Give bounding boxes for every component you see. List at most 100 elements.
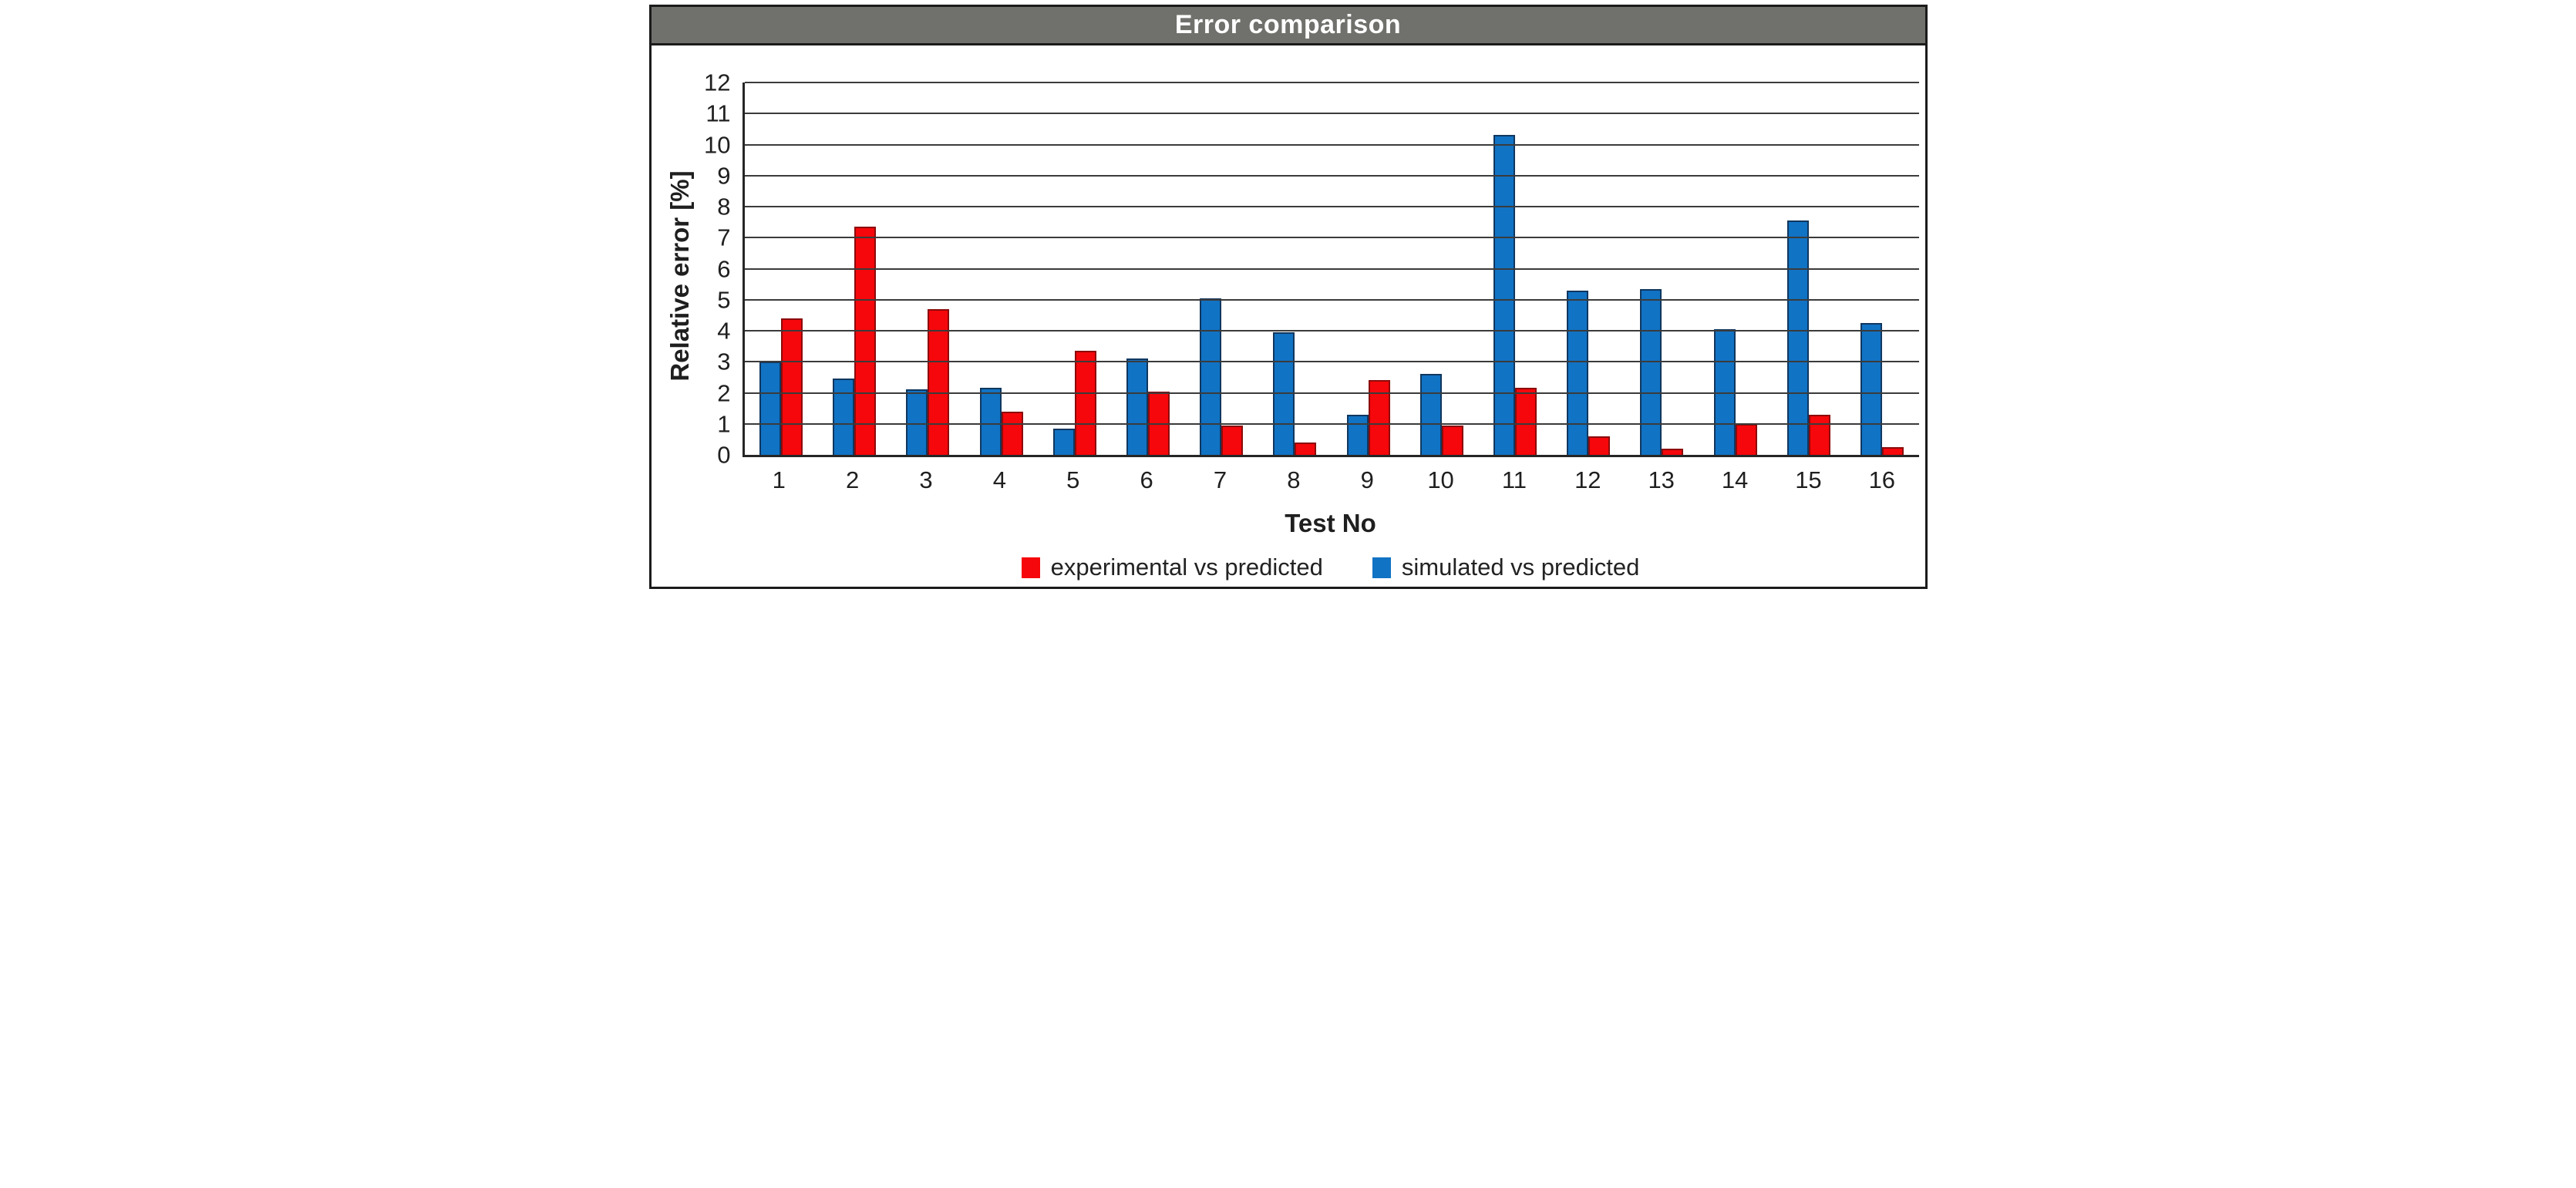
y-tick-label: 5 xyxy=(717,286,731,314)
bar-simulated xyxy=(833,379,855,455)
bar-simulated xyxy=(1419,374,1442,455)
bar-group xyxy=(1405,82,1478,455)
bar-group xyxy=(1111,82,1184,455)
bar-experimental xyxy=(854,227,877,455)
y-tick-label: 8 xyxy=(717,193,731,220)
y-tick-label: 12 xyxy=(704,69,731,96)
bar-experimental xyxy=(1148,391,1170,455)
bar-experimental xyxy=(1221,425,1244,455)
bar-simulated xyxy=(1786,220,1809,455)
x-axis-title: Test No xyxy=(1285,509,1376,537)
x-tick-label: 12 xyxy=(1574,466,1601,493)
bar-group xyxy=(1478,82,1551,455)
y-tick-label: 0 xyxy=(717,441,731,469)
gridline xyxy=(744,330,1919,332)
gridline xyxy=(744,361,1919,363)
gridline xyxy=(744,392,1919,394)
legend-label: simulated vs predicted xyxy=(1401,554,1640,581)
y-tick-label: 9 xyxy=(717,162,731,190)
bar-simulated xyxy=(1860,322,1882,455)
chart-title: Error comparison xyxy=(1174,10,1402,39)
plot-area xyxy=(742,82,1919,457)
y-tick-label: 1 xyxy=(717,410,731,438)
bar-simulated xyxy=(1567,290,1589,455)
bar-simulated xyxy=(1713,329,1736,455)
bar-group xyxy=(1038,82,1111,455)
bar-group xyxy=(1699,82,1772,455)
x-tick-label: 2 xyxy=(845,466,860,493)
y-tick-label: 10 xyxy=(704,131,731,158)
bar-simulated xyxy=(1640,288,1662,455)
bar-simulated xyxy=(1126,358,1149,455)
y-tick-label: 4 xyxy=(717,317,731,345)
x-tick-label: 3 xyxy=(919,466,933,493)
x-tick-label: 15 xyxy=(1795,466,1822,493)
bar-experimental xyxy=(781,318,803,455)
y-tick-label: 11 xyxy=(705,99,731,127)
x-tick-label: 13 xyxy=(1648,466,1675,493)
legend-swatch-icon xyxy=(1372,557,1391,578)
bar-simulated xyxy=(979,388,1002,455)
bar-group xyxy=(1845,82,1918,455)
gridline xyxy=(744,113,1919,115)
bar-simulated xyxy=(759,362,782,455)
x-tick-label: 10 xyxy=(1427,466,1454,493)
y-tick-label: 2 xyxy=(717,379,731,407)
bar-experimental xyxy=(1514,388,1537,455)
x-tick-label: 8 xyxy=(1287,466,1301,493)
x-tick-label: 9 xyxy=(1360,466,1374,493)
x-tick-label: 4 xyxy=(992,466,1006,493)
chart-legend: experimental vs predicted simulated vs pr… xyxy=(742,554,1919,581)
bar-experimental xyxy=(1662,448,1684,455)
x-axis-tick-labels: 1 2 3 4 5 6 7 8 9 10 11 12 13 14 15 16 xyxy=(742,466,1919,494)
bar-simulated xyxy=(1493,135,1515,455)
bar-group xyxy=(745,82,818,455)
gridline xyxy=(744,82,1919,83)
bar-experimental xyxy=(1808,414,1830,455)
bar-group xyxy=(818,82,891,455)
gridline xyxy=(744,143,1919,146)
gridline xyxy=(744,298,1919,301)
bar-groups xyxy=(745,82,1919,455)
bar-group xyxy=(1185,82,1258,455)
bar-experimental xyxy=(1881,446,1904,455)
x-tick-label: 5 xyxy=(1066,466,1080,493)
legend-swatch-icon xyxy=(1021,557,1040,578)
legend-label: experimental vs predicted xyxy=(1050,554,1323,581)
gridline xyxy=(744,237,1919,239)
bar-experimental xyxy=(928,308,950,455)
bar-group xyxy=(965,82,1038,455)
legend-item-experimental: experimental vs predicted xyxy=(1021,554,1323,581)
x-tick-label: 16 xyxy=(1868,466,1896,493)
bar-group xyxy=(891,82,965,455)
bar-group xyxy=(1552,82,1625,455)
bar-experimental xyxy=(1441,425,1463,455)
bar-experimental xyxy=(1735,423,1757,455)
bar-simulated xyxy=(1052,428,1075,455)
bar-group xyxy=(1625,82,1699,455)
gridline xyxy=(744,174,1919,177)
legend-item-simulated: simulated vs predicted xyxy=(1372,554,1639,581)
bar-experimental xyxy=(1001,411,1023,455)
gridline xyxy=(744,422,1919,425)
chart-title-bar: Error comparison xyxy=(651,7,1925,45)
bar-simulated xyxy=(1346,414,1369,455)
x-tick-label: 11 xyxy=(1501,466,1527,493)
x-tick-label: 14 xyxy=(1721,466,1749,493)
gridline xyxy=(744,268,1919,270)
y-tick-label: 3 xyxy=(717,348,731,375)
y-axis-tick-labels: 0 1 2 3 4 5 6 7 8 9 10 11 12 xyxy=(652,71,731,467)
bar-group xyxy=(1772,82,1845,455)
bar-simulated xyxy=(1200,298,1222,455)
y-tick-label: 6 xyxy=(717,255,731,282)
x-tick-label: 1 xyxy=(772,466,786,493)
bar-experimental xyxy=(1295,442,1317,455)
y-tick-label: 7 xyxy=(717,224,731,251)
bar-experimental xyxy=(1588,436,1611,455)
bar-simulated xyxy=(906,389,928,455)
bar-experimental xyxy=(1074,351,1096,455)
gridline xyxy=(744,206,1919,208)
